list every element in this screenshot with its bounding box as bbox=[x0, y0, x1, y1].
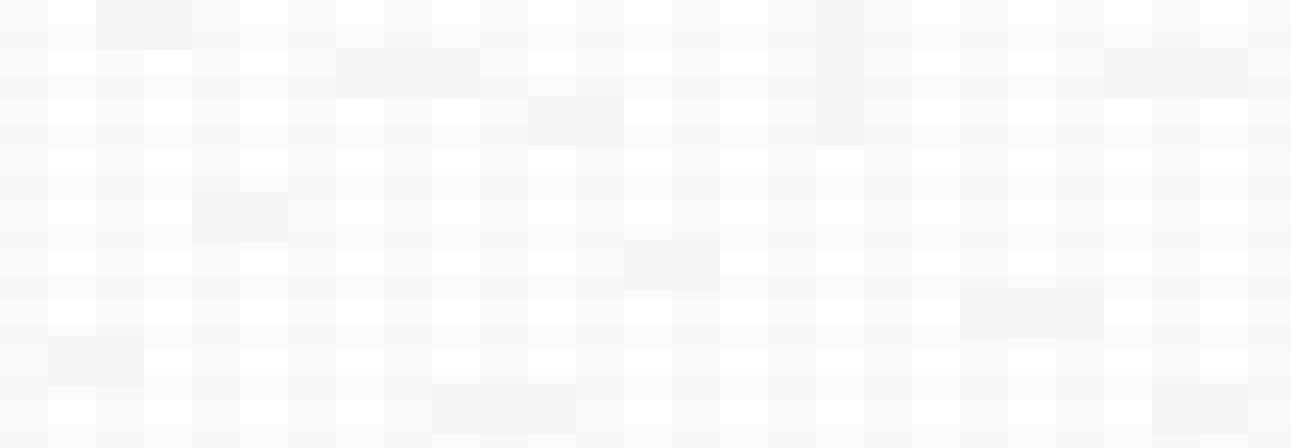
background-tile bbox=[192, 192, 288, 242]
background-tile bbox=[528, 96, 624, 146]
background-tile bbox=[336, 48, 480, 98]
background-tile bbox=[816, 0, 864, 146]
background-tile bbox=[48, 336, 144, 386]
background-tile bbox=[432, 384, 576, 434]
background-tile bbox=[1152, 384, 1248, 434]
background-tile bbox=[960, 288, 1104, 338]
background-tile bbox=[1104, 48, 1248, 98]
background-tile bbox=[624, 240, 720, 290]
background-tile bbox=[96, 0, 192, 50]
